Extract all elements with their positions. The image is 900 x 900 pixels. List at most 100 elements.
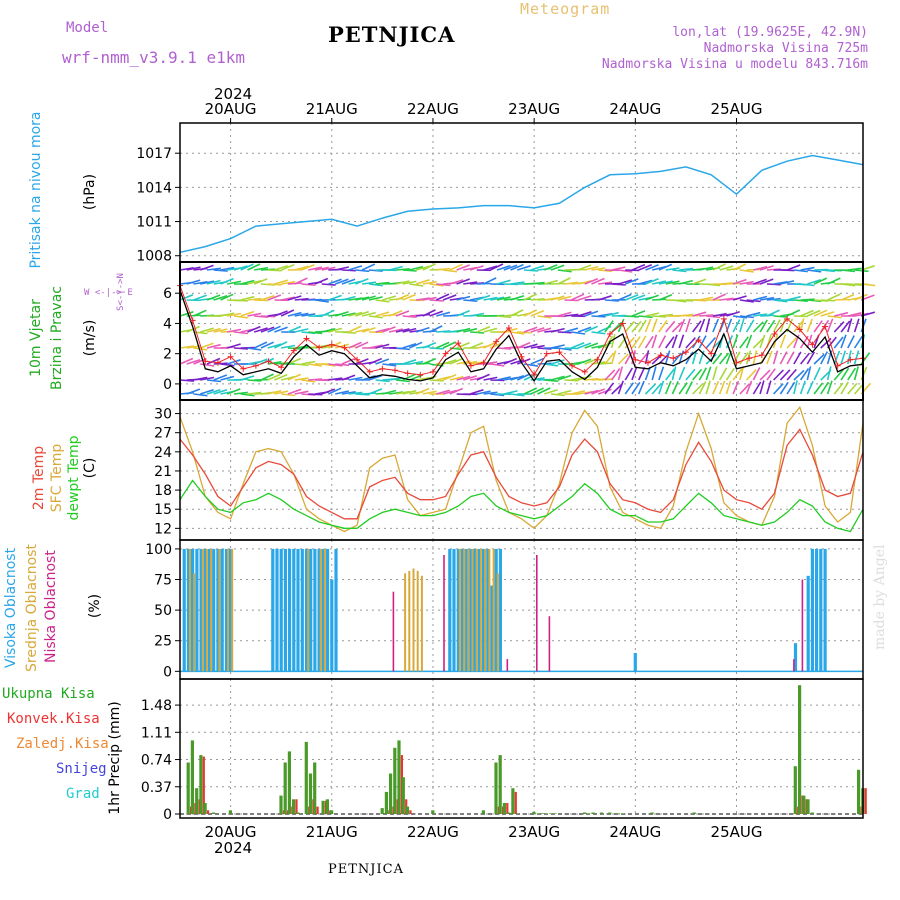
- year-top: 2024: [214, 85, 253, 103]
- cloud-low-bar: [443, 555, 445, 672]
- wind-arrow: [624, 294, 639, 301]
- precip-total-bar: [330, 810, 334, 814]
- wind-arrow: [833, 350, 841, 365]
- product-title: Meteogram: [520, 0, 611, 18]
- wind-arrow: [847, 312, 862, 317]
- precip-legend-snow: Snijeg: [56, 761, 107, 777]
- cloud-mid-bar: [416, 570, 419, 672]
- wind-arrow: [496, 296, 511, 301]
- wind-arrow: [732, 263, 747, 271]
- wind-arrow: [361, 295, 376, 301]
- wind-arrow: [685, 368, 696, 381]
- wind-arrow: [186, 279, 201, 285]
- wind-arrow: [186, 266, 201, 271]
- model-elevation-text: Nadmorska Visina u modelu 843.716m: [601, 57, 868, 72]
- wind-arrow: [503, 264, 518, 271]
- wind-arrow: [557, 277, 571, 285]
- precip-total-bar: [431, 810, 435, 814]
- wind-arrow: [779, 381, 789, 395]
- gust-marker: [493, 338, 500, 345]
- wind-arrow: [348, 325, 362, 333]
- wind-arrow: [759, 278, 774, 285]
- wind-arrow: [240, 279, 255, 285]
- wind-arrow: [476, 390, 491, 395]
- cloud-low-bar: [793, 659, 795, 672]
- gust-marker: [455, 340, 462, 347]
- gust-marker: [316, 344, 323, 351]
- wind-arrow: [739, 383, 750, 395]
- wind-arrow: [550, 327, 565, 333]
- gust-marker: [214, 359, 221, 366]
- wind-arrow: [604, 335, 614, 349]
- wind-arrow: [631, 336, 641, 349]
- wind-arrow: [799, 380, 806, 395]
- panel-frame: [179, 122, 864, 263]
- ytick-label: 1017: [136, 146, 172, 162]
- wind-arrow: [280, 309, 295, 317]
- wind-arrow: [186, 388, 201, 395]
- wind-arrow: [698, 367, 707, 381]
- wind-arrow: [773, 383, 784, 395]
- wind-arrow: [280, 263, 295, 271]
- ytick-label: 1.11: [141, 725, 172, 741]
- gust-marker: [619, 320, 626, 327]
- date-label-bottom: 20AUG: [205, 823, 257, 841]
- precip-total-bar: [540, 813, 544, 814]
- cloud-mid-bar: [193, 573, 196, 672]
- wind-arrow: [745, 334, 753, 349]
- wind-arrow: [631, 310, 646, 317]
- wind-arrow: [409, 265, 424, 271]
- wind-arrow: [388, 328, 403, 333]
- wind-arrow: [692, 320, 702, 333]
- wind-arrow: [854, 293, 868, 301]
- wind-arrow: [308, 363, 323, 367]
- wind-arrow: [617, 353, 629, 365]
- wind-arrow: [382, 363, 397, 367]
- wind-arrow: [773, 299, 788, 303]
- wind-arrow: [496, 279, 511, 285]
- precip-total-bar: [308, 773, 313, 814]
- wind-arrow: [335, 363, 350, 367]
- wind-arrow: [260, 294, 275, 301]
- wind-arrow: [745, 380, 753, 395]
- precip-conv-bar: [506, 803, 509, 814]
- wind-arrow: [321, 309, 335, 317]
- wind-arrow: [806, 380, 814, 395]
- wind-arrow: [483, 327, 498, 333]
- wind-arrow: [456, 375, 471, 381]
- wind-arrow: [442, 359, 457, 365]
- cloud-high-bar: [482, 548, 486, 672]
- wind-arrow: [651, 334, 658, 349]
- wind-arrow: [550, 344, 565, 349]
- wind-arrow: [847, 350, 852, 365]
- wind-arrow: [537, 327, 552, 333]
- cloud-high-bar: [498, 548, 502, 672]
- wind-arrow: [287, 325, 302, 333]
- wind-arrow: [644, 335, 654, 349]
- wind-arrow: [213, 374, 228, 381]
- wind-arrow: [523, 309, 538, 317]
- wind-arrow: [510, 309, 524, 317]
- wind-arrow: [382, 389, 397, 395]
- wind-arrow: [368, 374, 383, 381]
- wind-arrow: [698, 335, 707, 349]
- wind-arrow: [786, 381, 796, 395]
- wind-arrow: [800, 309, 814, 317]
- lonlat-text: lon,lat (19.9625E, 42.9N): [672, 25, 868, 40]
- gust-marker: [278, 364, 285, 371]
- wind-arrow: [469, 312, 485, 317]
- cloud-high-bar: [271, 548, 275, 672]
- wind-arrow: [429, 325, 443, 333]
- wind-arrow: [826, 366, 832, 381]
- gust-marker: [328, 341, 335, 348]
- gust-marker: [733, 359, 740, 366]
- wind-arrow: [368, 388, 383, 395]
- wind-arrow: [523, 326, 538, 333]
- gust-marker: [429, 368, 436, 375]
- wind-arrow: [368, 315, 383, 319]
- wind-arrow: [544, 264, 558, 271]
- wind-arrow: [301, 379, 316, 383]
- wind-arrow: [314, 299, 329, 303]
- wind-arrow: [510, 295, 525, 301]
